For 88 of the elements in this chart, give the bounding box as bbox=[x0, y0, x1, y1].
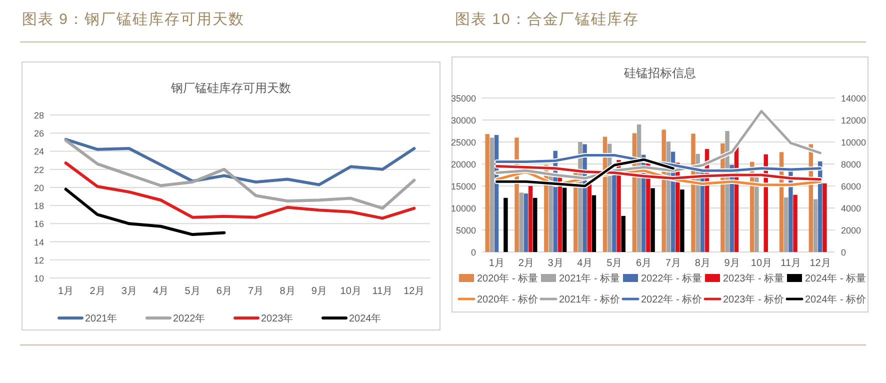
bar bbox=[680, 190, 684, 252]
x-tick-label: 10月 bbox=[340, 286, 362, 297]
legend-label: 2024年 - 标量 bbox=[805, 272, 866, 284]
chart-title: 图表 9：钢厂锰硅库存可用天数 bbox=[22, 11, 245, 28]
x-tick-label: 7月 bbox=[665, 258, 681, 269]
x-tick-label: 8月 bbox=[280, 286, 296, 297]
x-tick-label: 5月 bbox=[184, 286, 200, 297]
legend-label: 2020年 - 标量 bbox=[477, 272, 538, 284]
legend-label: 2022年 bbox=[173, 312, 206, 324]
y-tick-label: 24 bbox=[34, 146, 44, 157]
y-tick-label: 12 bbox=[34, 255, 44, 266]
x-tick-label: 4月 bbox=[153, 286, 169, 297]
bar bbox=[519, 192, 524, 252]
bar bbox=[533, 198, 538, 252]
bar bbox=[485, 134, 490, 252]
bar bbox=[813, 199, 818, 252]
chart-subtitle: 钢厂锰硅库存可用天数 bbox=[170, 81, 291, 95]
legend-label: 2021年 bbox=[85, 312, 118, 324]
line-series bbox=[64, 138, 416, 186]
y2-tick-label: 0 bbox=[841, 248, 846, 258]
legend-label: 2020年 - 标价 bbox=[477, 294, 538, 306]
y-tick-label: 16 bbox=[34, 219, 44, 230]
line-series bbox=[64, 138, 416, 210]
y-tick-label: 0 bbox=[470, 248, 476, 258]
legend-label: 2022年 - 标价 bbox=[641, 294, 702, 306]
y-tick-label: 30000 bbox=[450, 116, 476, 126]
x-tick-label: 9月 bbox=[311, 286, 327, 297]
bar bbox=[621, 216, 626, 252]
bar bbox=[592, 195, 596, 252]
legend-label: 2021年 - 标量 bbox=[559, 272, 620, 284]
bar bbox=[528, 186, 533, 252]
y-tick-label: 22 bbox=[34, 164, 44, 175]
chart-title: 图表 10：合金厂锰硅库存 bbox=[455, 11, 639, 28]
bar bbox=[504, 198, 508, 252]
x-tick-label: 3月 bbox=[548, 258, 564, 269]
bar bbox=[784, 197, 788, 252]
legend-label: 2023年 - 标量 bbox=[723, 272, 784, 284]
legend-label: 2023年 - 标价 bbox=[723, 294, 784, 306]
x-tick-label: 9月 bbox=[724, 258, 740, 269]
x-tick-label: 1月 bbox=[58, 286, 74, 297]
y-tick-label: 5000 bbox=[456, 226, 476, 236]
y-tick-label: 35000 bbox=[450, 94, 476, 104]
y-tick-label: 15000 bbox=[450, 182, 476, 192]
x-tick-label: 1月 bbox=[488, 258, 504, 269]
y-tick-label: 26 bbox=[34, 128, 44, 139]
x-tick-label: 12月 bbox=[810, 258, 831, 269]
y2-tick-label: 14000 bbox=[841, 94, 866, 104]
x-tick-label: 12月 bbox=[404, 286, 425, 297]
legend-label: 2024年 - 标价 bbox=[805, 294, 866, 306]
y-tick-label: 14 bbox=[34, 237, 44, 248]
x-tick-label: 8月 bbox=[694, 258, 710, 269]
x-tick-label: 2月 bbox=[90, 286, 106, 297]
chart-subtitle: 硅锰招标信息 bbox=[623, 66, 696, 80]
x-tick-label: 5月 bbox=[606, 258, 622, 269]
y2-tick-label: 2000 bbox=[841, 226, 862, 236]
y-tick-label: 28 bbox=[34, 110, 44, 120]
x-tick-label: 4月 bbox=[577, 258, 593, 269]
bar bbox=[822, 183, 827, 252]
y-tick-label: 25000 bbox=[450, 138, 476, 148]
bar bbox=[793, 194, 798, 252]
y2-tick-label: 10000 bbox=[841, 138, 866, 148]
x-tick-label: 11月 bbox=[372, 286, 393, 297]
x-tick-label: 6月 bbox=[636, 258, 652, 269]
y2-tick-label: 8000 bbox=[841, 160, 862, 170]
y-tick-label: 20000 bbox=[450, 160, 476, 170]
legend-label: 2021年 - 标价 bbox=[559, 294, 620, 306]
y2-tick-label: 12000 bbox=[841, 116, 866, 126]
line-series bbox=[64, 188, 226, 236]
bar bbox=[562, 188, 567, 252]
y-tick-label: 10000 bbox=[450, 204, 476, 214]
bar bbox=[754, 177, 759, 252]
x-tick-label: 6月 bbox=[216, 286, 232, 297]
y-tick-label: 18 bbox=[34, 201, 44, 212]
bar bbox=[650, 188, 655, 252]
line-series bbox=[64, 161, 416, 220]
legend-label: 2024年 bbox=[349, 312, 382, 324]
x-tick-label: 7月 bbox=[248, 286, 264, 297]
y-tick-label: 10 bbox=[34, 274, 44, 284]
legend-label: 2023年 bbox=[261, 312, 294, 324]
y-tick-label: 20 bbox=[34, 182, 44, 193]
bar bbox=[524, 193, 528, 252]
x-tick-label: 3月 bbox=[121, 286, 137, 297]
y2-tick-label: 6000 bbox=[841, 182, 862, 192]
x-tick-label: 10月 bbox=[750, 258, 772, 269]
legend-label: 2022年 - 标量 bbox=[641, 272, 702, 284]
x-tick-label: 11月 bbox=[780, 258, 802, 269]
x-tick-label: 2月 bbox=[518, 258, 534, 269]
y2-tick-label: 4000 bbox=[841, 204, 862, 214]
